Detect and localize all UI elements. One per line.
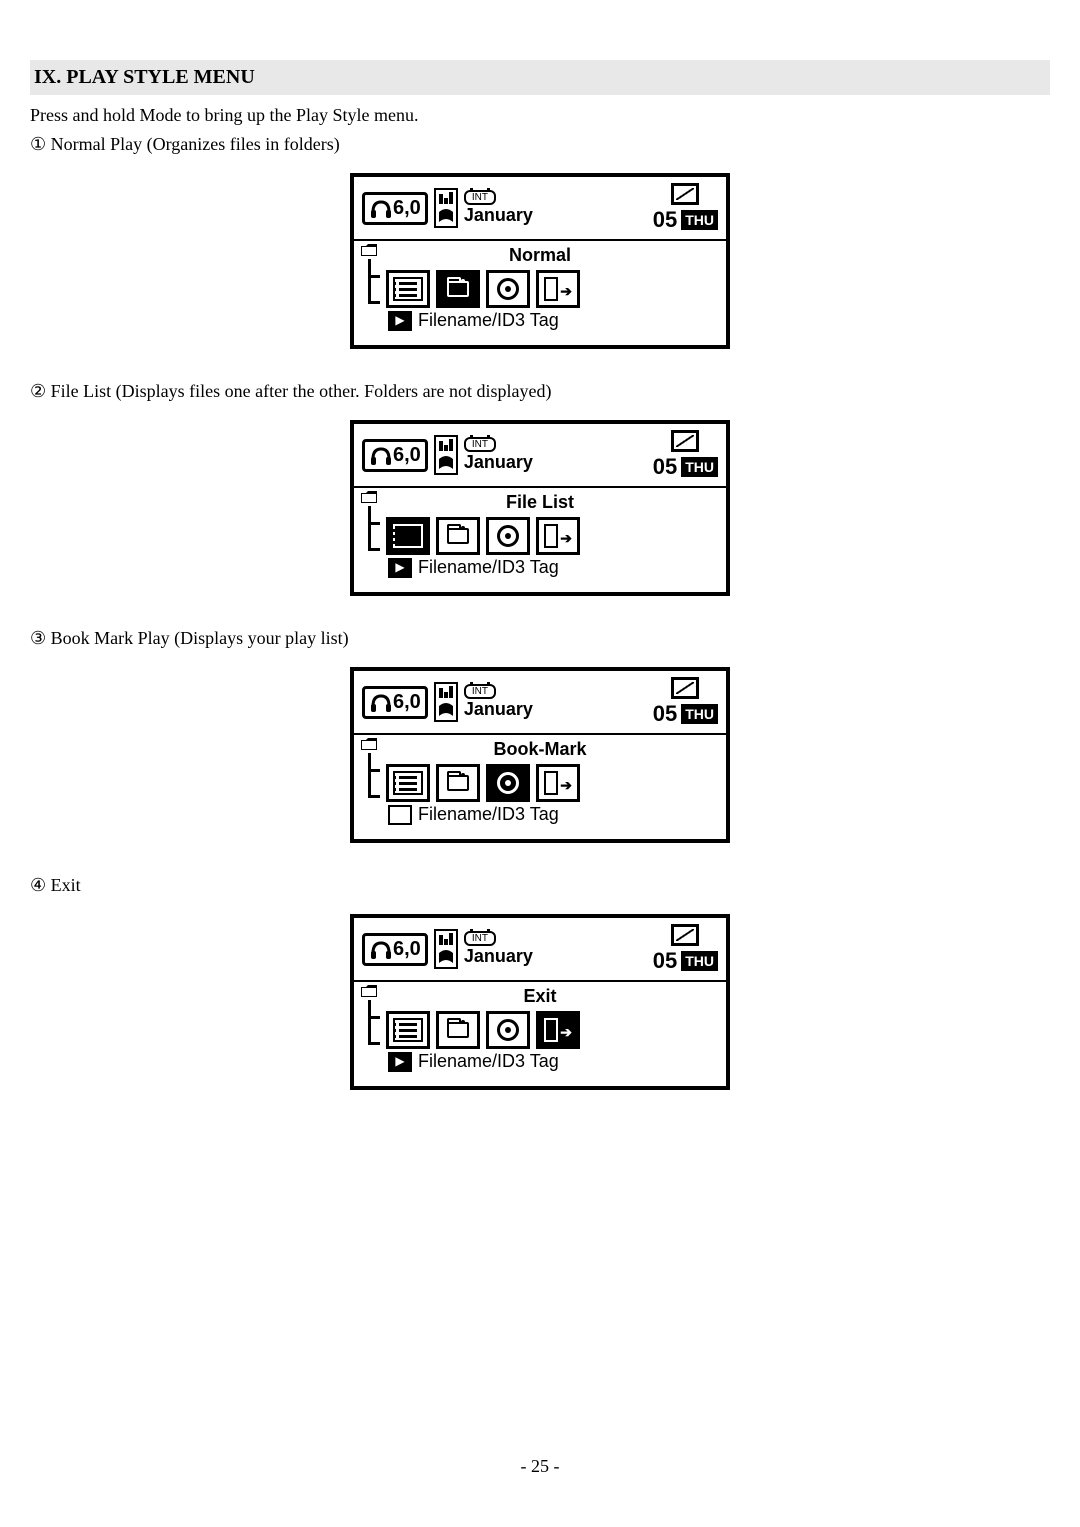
- day-number: 05: [653, 454, 677, 480]
- screen-middle: Book-Mark ➔ Filename/ID3 Tag: [354, 735, 726, 839]
- screen-bottom: ▶ Filename/ID3 Tag: [362, 308, 718, 337]
- eq-icon: [434, 682, 458, 722]
- eq-icon: [434, 435, 458, 475]
- headphone-icon: 6,0: [362, 192, 428, 225]
- tree-mark: [360, 488, 376, 592]
- tree-mark: [360, 241, 376, 345]
- item-line-3: ④ Exit: [30, 875, 1050, 896]
- right-column: 05 THU: [653, 430, 718, 480]
- device-screen-block: 6,0 INT January 05 THU: [30, 173, 1050, 349]
- mode-label: Normal: [362, 245, 718, 266]
- mode-icon-row: ➔: [362, 270, 718, 308]
- screen-bottom: Filename/ID3 Tag: [362, 802, 718, 831]
- item-line-2: ③ Book Mark Play (Displays your play lis…: [30, 628, 1050, 649]
- calendar-icon: INT: [464, 684, 496, 699]
- screen-header: 6,0 INT January 05 THU: [354, 918, 726, 982]
- tree-mark: [360, 735, 376, 839]
- device-screen-block: 6,0 INT January 05 THU: [30, 420, 1050, 596]
- right-column: 05 THU: [653, 677, 718, 727]
- day-number: 05: [653, 207, 677, 233]
- screen-header: 6,0 INT January 05 THU: [354, 424, 726, 488]
- month-label: January: [464, 452, 533, 473]
- disc-mode-icon: [486, 764, 530, 802]
- mode-label: Book-Mark: [362, 739, 718, 760]
- folder-mode-icon: [436, 517, 480, 555]
- disc-mode-icon: [486, 517, 530, 555]
- play-badge-icon: ▶: [388, 311, 412, 331]
- mode-label: File List: [362, 492, 718, 513]
- screen-header: 6,0 INT January 05 THU: [354, 177, 726, 241]
- calendar-icon: INT: [464, 931, 496, 946]
- exit-mode-icon: ➔: [536, 517, 580, 555]
- filename-label: Filename/ID3 Tag: [418, 1051, 559, 1072]
- day-name-badge: THU: [681, 210, 718, 230]
- exit-mode-icon: ➔: [536, 1011, 580, 1049]
- diag-icon: [671, 183, 699, 205]
- month-label: January: [464, 946, 533, 967]
- date-column: INT January: [464, 190, 647, 226]
- disc-mode-icon: [486, 1011, 530, 1049]
- screen-header: 6,0 INT January 05 THU: [354, 671, 726, 735]
- exit-mode-icon: ➔: [536, 270, 580, 308]
- screen-middle: Exit ➔ ▶ Filename/ID3 Tag: [354, 982, 726, 1086]
- item-line-1: ② File List (Displays files one after th…: [30, 381, 1050, 402]
- filename-label: Filename/ID3 Tag: [418, 310, 559, 331]
- folder-mode-icon: [436, 270, 480, 308]
- instruction-text: Press and hold Mode to bring up the Play…: [30, 105, 1050, 126]
- device-screen: 6,0 INT January 05 THU: [350, 420, 730, 596]
- play-badge-icon: ▶: [388, 558, 412, 578]
- date-column: INT January: [464, 931, 647, 967]
- screen-bottom: ▶ Filename/ID3 Tag: [362, 555, 718, 584]
- list-mode-icon: [386, 764, 430, 802]
- section-title: IX. PLAY STYLE MENU: [30, 60, 1050, 95]
- disc-mode-icon: [486, 270, 530, 308]
- list-mode-icon: [386, 1011, 430, 1049]
- month-label: January: [464, 699, 533, 720]
- calendar-icon: INT: [464, 190, 496, 205]
- mode-icon-row: ➔: [362, 517, 718, 555]
- right-column: 05 THU: [653, 183, 718, 233]
- headphone-icon: 6,0: [362, 439, 428, 472]
- screen-middle: File List ➔ ▶ Filename/ID3 Tag: [354, 488, 726, 592]
- exit-mode-icon: ➔: [536, 764, 580, 802]
- device-screen-block: 6,0 INT January 05 THU: [30, 914, 1050, 1090]
- folder-mode-icon: [436, 1011, 480, 1049]
- filename-label: Filename/ID3 Tag: [418, 804, 559, 825]
- eq-icon: [434, 188, 458, 228]
- item-line-0: ① Normal Play (Organizes files in folder…: [30, 134, 1050, 155]
- mode-label: Exit: [362, 986, 718, 1007]
- day-name-badge: THU: [681, 457, 718, 477]
- headphone-icon: 6,0: [362, 686, 428, 719]
- device-screen: 6,0 INT January 05 THU: [350, 914, 730, 1090]
- screen-bottom: ▶ Filename/ID3 Tag: [362, 1049, 718, 1078]
- page-number: - 25 -: [0, 1456, 1080, 1477]
- list-mode-icon: [386, 270, 430, 308]
- play-badge-icon: ▶: [388, 1052, 412, 1072]
- month-label: January: [464, 205, 533, 226]
- right-column: 05 THU: [653, 924, 718, 974]
- calendar-icon: INT: [464, 437, 496, 452]
- diag-icon: [671, 430, 699, 452]
- day-name-badge: THU: [681, 704, 718, 724]
- mode-icon-row: ➔: [362, 764, 718, 802]
- mode-icon-row: ➔: [362, 1011, 718, 1049]
- screen-middle: Normal ➔ ▶ Filename/ID3 Tag: [354, 241, 726, 345]
- device-screen-block: 6,0 INT January 05 THU: [30, 667, 1050, 843]
- device-screen: 6,0 INT January 05 THU: [350, 667, 730, 843]
- date-column: INT January: [464, 437, 647, 473]
- day-number: 05: [653, 701, 677, 727]
- eq-icon: [434, 929, 458, 969]
- play-badge-icon: [388, 805, 412, 825]
- folder-mode-icon: [436, 764, 480, 802]
- headphone-icon: 6,0: [362, 933, 428, 966]
- list-mode-icon: [386, 517, 430, 555]
- date-column: INT January: [464, 684, 647, 720]
- diag-icon: [671, 924, 699, 946]
- diag-icon: [671, 677, 699, 699]
- filename-label: Filename/ID3 Tag: [418, 557, 559, 578]
- device-screen: 6,0 INT January 05 THU: [350, 173, 730, 349]
- day-number: 05: [653, 948, 677, 974]
- day-name-badge: THU: [681, 951, 718, 971]
- tree-mark: [360, 982, 376, 1086]
